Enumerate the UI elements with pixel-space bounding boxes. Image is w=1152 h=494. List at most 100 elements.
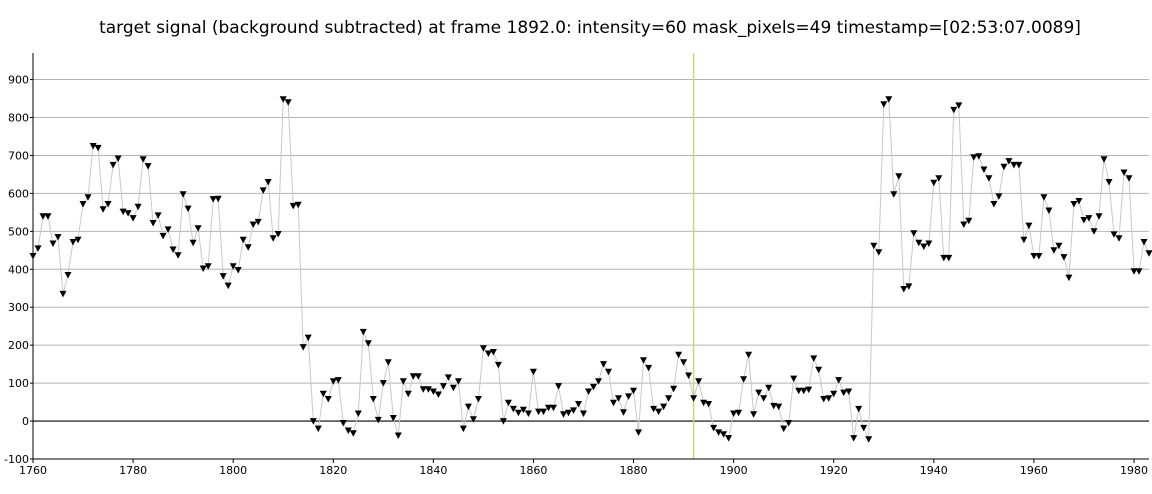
data-point <box>69 239 77 246</box>
data-point <box>169 246 177 253</box>
data-point <box>945 254 953 262</box>
data-point <box>580 410 587 417</box>
data-point <box>99 206 107 213</box>
data-point <box>104 201 112 208</box>
data-point <box>555 383 562 390</box>
data-point <box>359 328 367 336</box>
data-point <box>34 245 42 252</box>
y-tick-label: 700 <box>8 149 29 162</box>
data-point <box>529 368 537 376</box>
data-point <box>1115 235 1123 242</box>
data-point <box>560 411 567 418</box>
data-point <box>44 213 52 220</box>
data-point <box>625 393 632 400</box>
data-point <box>469 416 477 423</box>
data-point <box>540 408 547 416</box>
data-point <box>259 187 267 194</box>
data-point <box>199 265 207 272</box>
data-point <box>1080 217 1088 224</box>
data-point <box>204 263 212 270</box>
data-point <box>134 203 142 211</box>
data-point <box>850 435 858 442</box>
y-tick-label: -100 <box>4 453 29 466</box>
data-point <box>585 388 592 395</box>
data-point <box>695 378 703 385</box>
data-point <box>319 390 327 398</box>
data-point <box>730 410 738 417</box>
axis-layer: -100 0 100 200 300 400 500 600 700 800 900 1760 1780… <box>4 53 1149 477</box>
data-point <box>524 410 532 417</box>
data-point <box>1025 222 1033 230</box>
data-point <box>79 201 87 208</box>
data-point <box>640 357 647 364</box>
data-point <box>960 221 968 228</box>
data-point <box>635 429 642 436</box>
data-point <box>64 272 72 279</box>
data-point <box>164 226 172 233</box>
data-point <box>454 378 462 385</box>
data-point <box>499 418 507 425</box>
data-point <box>1035 253 1043 260</box>
data-point <box>424 386 432 393</box>
data-point <box>264 179 272 186</box>
y-tick-label: 600 <box>8 187 29 200</box>
data-point <box>725 435 733 442</box>
data-point <box>189 239 197 247</box>
data-point <box>690 395 698 402</box>
x-tick-label: 1940 <box>920 464 948 477</box>
data-point <box>1110 231 1118 238</box>
data-point <box>705 401 713 408</box>
x-tick-label: 1800 <box>219 464 247 477</box>
x-tick-label: 1760 <box>19 464 47 477</box>
data-point <box>294 201 302 209</box>
data-point <box>865 436 873 443</box>
data-point <box>229 263 237 270</box>
data-point <box>755 389 763 397</box>
data-point <box>655 408 663 416</box>
data-point <box>519 406 527 414</box>
data-point <box>494 361 502 369</box>
data-point <box>224 282 232 290</box>
data-point <box>254 218 262 226</box>
y-tick-label: 400 <box>8 263 29 276</box>
data-point <box>605 368 612 376</box>
data-point <box>374 416 382 424</box>
data-point <box>109 161 117 169</box>
data-point <box>154 212 162 219</box>
data-point <box>414 373 422 380</box>
data-point <box>790 375 798 383</box>
data-point <box>920 243 928 250</box>
data-point <box>434 391 442 398</box>
data-point <box>1015 161 1023 169</box>
series-layer <box>29 96 1152 443</box>
data-point <box>885 96 893 103</box>
data-point <box>950 106 958 114</box>
x-tick-label: 1780 <box>119 464 147 477</box>
y-tick-label: 300 <box>8 301 29 314</box>
data-point <box>59 290 67 298</box>
data-point <box>765 384 773 392</box>
data-point <box>144 163 152 170</box>
data-point <box>800 387 808 395</box>
data-point <box>54 234 62 241</box>
data-point <box>504 399 512 407</box>
data-point <box>219 273 227 280</box>
data-point <box>980 166 988 173</box>
data-point <box>880 101 888 108</box>
data-point <box>484 350 492 357</box>
data-point <box>770 402 778 410</box>
data-point <box>514 409 522 417</box>
data-point <box>49 240 57 247</box>
data-point <box>550 404 557 412</box>
data-point <box>389 415 397 422</box>
data-point <box>1100 156 1108 163</box>
data-point <box>1030 253 1038 260</box>
data-point <box>760 395 768 402</box>
data-point <box>74 236 82 244</box>
data-point <box>464 403 472 411</box>
data-point <box>334 377 342 384</box>
data-point <box>875 249 883 256</box>
x-tick-label: 1960 <box>1020 464 1048 477</box>
x-tick-label: 1980 <box>1120 464 1148 477</box>
data-point <box>369 396 377 403</box>
